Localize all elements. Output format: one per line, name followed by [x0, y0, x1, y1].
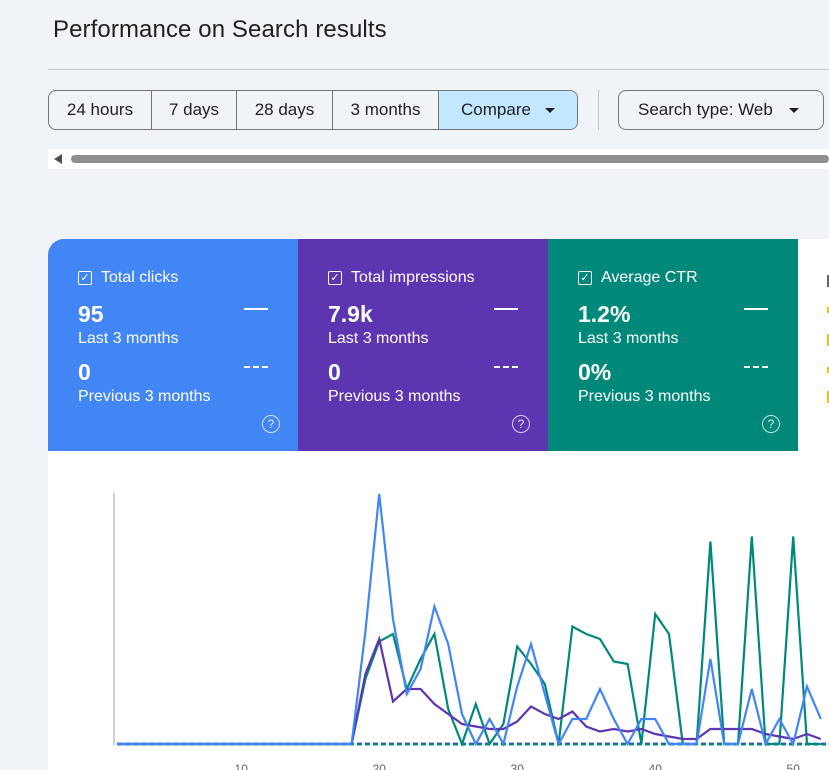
- metric-current-period: Last 3 months: [78, 330, 179, 347]
- previous-period-legend-line: [244, 366, 268, 368]
- metric-label: Average CTR: [601, 269, 698, 286]
- current-period-legend-line: [494, 308, 518, 310]
- range-3-months-button[interactable]: 3 months: [333, 91, 439, 129]
- x-tick-label: 10: [235, 762, 249, 770]
- checkbox-checked-icon[interactable]: ✓: [578, 271, 592, 285]
- series-line-2: [117, 536, 821, 748]
- range-24-hours-button[interactable]: 24 hours: [49, 91, 152, 129]
- compare-dropdown-button[interactable]: Compare: [439, 91, 577, 129]
- compare-label: Compare: [461, 100, 531, 119]
- checkbox-checked-icon[interactable]: ✓: [78, 271, 92, 285]
- previous-period-legend-line: [494, 366, 518, 368]
- metric-card-average-ctr[interactable]: ✓ Average CTR 1.2% Last 3 months 0% Prev…: [548, 239, 798, 451]
- metric-previous-period: Previous 3 months: [328, 388, 461, 405]
- help-circle-icon[interactable]: ?: [762, 415, 780, 433]
- metric-previous-value: 0: [78, 359, 91, 385]
- metric-label: Total clicks: [101, 269, 179, 286]
- x-tick-label: 50: [787, 762, 801, 770]
- clipped-metric-previous-value: [827, 367, 829, 373]
- metric-previous-value: 0%: [578, 359, 612, 385]
- previous-period-legend-line: [744, 366, 768, 368]
- header-divider: [48, 69, 829, 70]
- scrollbar-thumb[interactable]: [71, 155, 829, 163]
- metric-previous-period: Previous 3 months: [78, 388, 211, 405]
- scroll-left-arrow-icon[interactable]: [54, 154, 62, 164]
- performance-chart[interactable]: 10 20 30 40 50: [48, 451, 829, 770]
- series-line-0: [117, 493, 822, 748]
- current-period-legend-line: [744, 308, 768, 310]
- range-7-days-button[interactable]: 7 days: [152, 91, 237, 129]
- clipped-metric-period: [827, 334, 829, 346]
- search-type-dropdown[interactable]: Search type: Web: [618, 90, 824, 130]
- clipped-metric-previous-period: [827, 391, 829, 403]
- metric-card-total-impressions[interactable]: ✓ Total impressions 7.9k Last 3 months 0…: [298, 239, 548, 451]
- clipped-metric-value: [827, 307, 829, 313]
- x-tick-label: 20: [373, 762, 387, 770]
- metric-previous-period: Previous 3 months: [578, 388, 711, 405]
- date-range-selector: 24 hours 7 days 28 days 3 months Compare: [48, 90, 578, 130]
- horizontal-scrollbar[interactable]: [48, 149, 829, 169]
- caret-down-icon: [788, 107, 799, 113]
- help-circle-icon[interactable]: ?: [512, 415, 530, 433]
- x-tick-label: 30: [511, 762, 525, 770]
- range-28-days-button[interactable]: 28 days: [237, 91, 333, 129]
- metric-current-value: 1.2%: [578, 301, 631, 327]
- x-tick-label: 40: [649, 762, 663, 770]
- metric-current-value: 7.9k: [328, 301, 373, 327]
- search-type-label: Search type: Web: [638, 100, 773, 119]
- checkbox-unchecked-icon[interactable]: [827, 275, 829, 287]
- metric-current-period: Last 3 months: [328, 330, 429, 347]
- checkbox-checked-icon[interactable]: ✓: [328, 271, 342, 285]
- metric-label: Total impressions: [351, 269, 475, 286]
- toolbar-separator: [598, 90, 599, 130]
- metric-current-period: Last 3 months: [578, 330, 679, 347]
- page-title: Performance on Search results: [53, 16, 387, 43]
- help-circle-icon[interactable]: ?: [262, 415, 280, 433]
- metric-previous-value: 0: [328, 359, 341, 385]
- current-period-legend-line: [244, 308, 268, 310]
- metric-current-value: 95: [78, 301, 104, 327]
- metric-card-average-position-partial[interactable]: [798, 239, 829, 451]
- caret-down-icon: [544, 107, 555, 113]
- performance-line-chart: 10 20 30 40 50: [113, 493, 829, 770]
- metric-card-total-clicks[interactable]: ✓ Total clicks 95 Last 3 months 0 Previo…: [48, 239, 298, 451]
